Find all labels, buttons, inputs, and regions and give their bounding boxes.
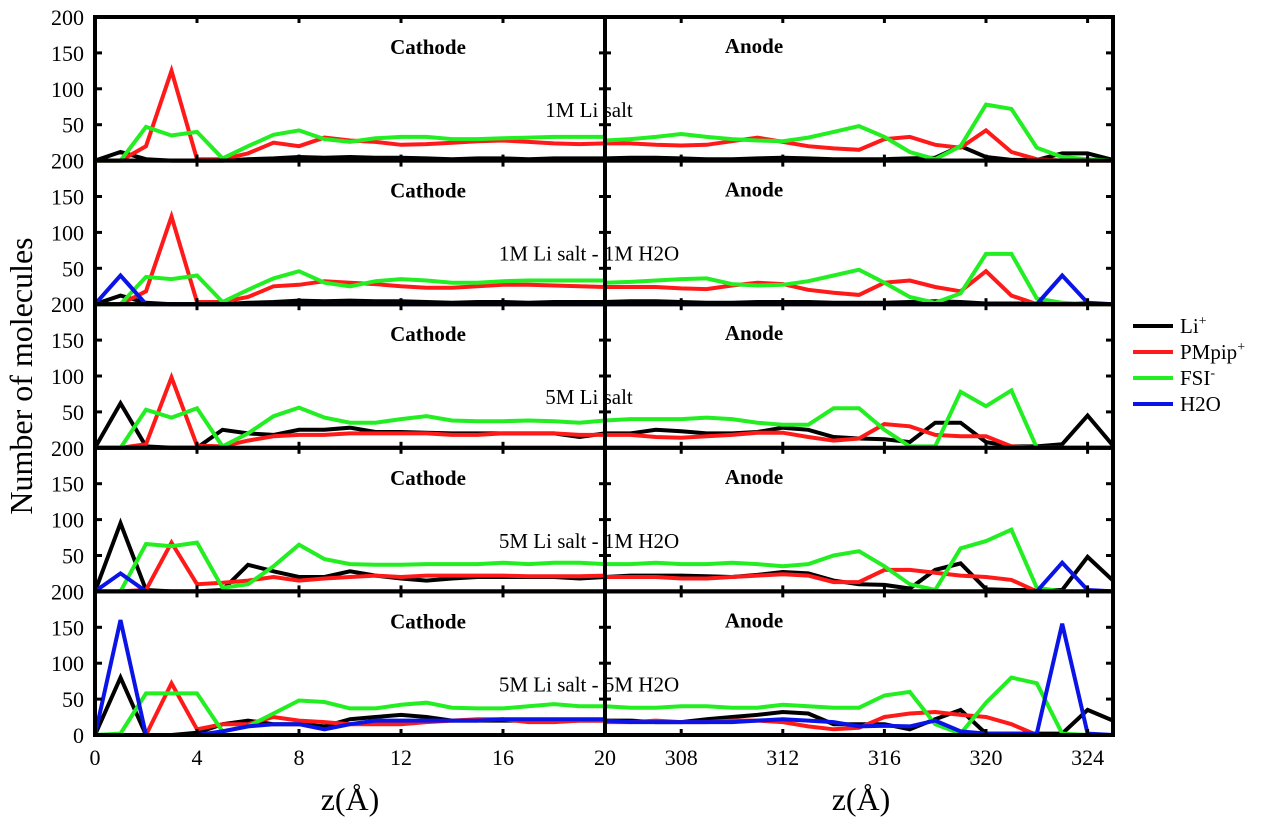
y-tick-label: 200 [51, 149, 84, 174]
y-tick-label: 100 [51, 220, 84, 245]
x-tick-label-left: 20 [594, 745, 616, 770]
series-line-pmpip-anode [605, 268, 1113, 307]
y-tick-label: 200 [51, 436, 84, 461]
y-tick-label: 200 [51, 292, 84, 317]
series-line-fsi-anode [604, 102, 1114, 163]
y-axis-title: Number of molecules [3, 237, 39, 514]
panel-title-cathode: Cathode [390, 609, 466, 633]
series-line-fsi-cathode [95, 540, 606, 594]
series-line-pmpip-cathode [95, 210, 606, 307]
y-tick-label: 150 [51, 472, 84, 497]
panel-title-cathode: Cathode [390, 466, 466, 490]
y-tick-label: 150 [51, 185, 84, 210]
panel-title-anode: Anode [725, 608, 783, 632]
y-tick-label: 100 [51, 651, 84, 676]
y-tick-label: 50 [62, 113, 84, 138]
series-line-pmpip-cathode [95, 371, 605, 450]
legend-label-superscript: + [1237, 340, 1245, 355]
x-tick-label-right: 316 [868, 745, 901, 770]
x-tick-label-left: 8 [294, 745, 305, 770]
x-tick-label-right: 308 [665, 745, 698, 770]
panel-3 [93, 371, 1115, 450]
x-tick-label-right: 324 [1071, 745, 1104, 770]
legend-label: FSI- [1180, 366, 1215, 390]
x-tick-label-left: 12 [390, 745, 412, 770]
series-line-fsi-anode [604, 387, 1113, 450]
series-line-pmpip-anode [605, 567, 1113, 594]
x-tick-label-right: 312 [766, 745, 799, 770]
panel-title-cathode: Cathode [390, 322, 466, 346]
series-line-fsi-cathode [95, 405, 606, 450]
y-tick-label: 200 [51, 5, 84, 30]
frame-layer [93, 15, 1115, 738]
panel-title-anode: Anode [725, 465, 783, 489]
panel-5 [93, 619, 1114, 737]
y-tick-label-zero: 0 [73, 723, 84, 748]
series-line-fsi-cathode [95, 124, 605, 163]
series-line-fsi-anode [604, 251, 1113, 307]
legend-label: Li+ [1180, 314, 1207, 338]
legend-label: H2O [1180, 392, 1221, 416]
y-tick-label: 150 [51, 328, 84, 353]
y-tick-label: 100 [51, 508, 84, 533]
panel-condition-label: 1M Li salt - 1M H2O [499, 242, 679, 266]
panel-title-cathode: Cathode [390, 35, 466, 59]
y-tick-label: 100 [51, 77, 84, 102]
series-line-li-cathode [93, 399, 606, 450]
series-line-fsi-anode [604, 675, 1113, 737]
y-tick-label: 50 [62, 256, 84, 281]
x-axis-title-left: z(Å) [321, 781, 380, 817]
x-axis-title-right: z(Å) [832, 781, 891, 817]
series-line-pmpip-cathode [95, 64, 606, 163]
y-tick-label: 50 [62, 687, 84, 712]
series-line-pmpip-anode [605, 127, 1113, 163]
series-line-pmpip-cathode [95, 538, 606, 594]
y-tick-label: 100 [51, 364, 84, 389]
panel-title-cathode: Cathode [390, 179, 466, 203]
legend-label-superscript: - [1210, 366, 1215, 381]
series-line-fsi-cathode [95, 269, 605, 307]
y-tick-label: 200 [51, 579, 84, 604]
y-tick-label: 50 [62, 400, 84, 425]
y-tick-label: 150 [51, 41, 84, 66]
panel-condition-label: 1M Li salt [545, 98, 633, 122]
panel-title-anode: Anode [725, 34, 783, 58]
series-line-fsi-anode [605, 527, 1113, 594]
x-tick-label-left: 4 [192, 745, 203, 770]
x-tick-label-left: 16 [492, 745, 514, 770]
legend-label: PMpip+ [1180, 340, 1245, 364]
y-tick-label: 150 [51, 615, 84, 640]
x-tick-label-right: 320 [970, 745, 1003, 770]
panel-condition-label: 5M Li salt [545, 385, 633, 409]
legend-label-superscript: + [1199, 314, 1207, 329]
series-line-h2o-anode [604, 623, 1114, 737]
panel-condition-label: 5M Li salt - 1M H2O [499, 529, 679, 553]
panel-title-anode: Anode [725, 321, 783, 345]
x-tick-label-left: 0 [90, 745, 101, 770]
y-tick-label: 50 [62, 544, 84, 569]
panel-title-anode: Anode [725, 178, 783, 202]
series-line-fsi-cathode [94, 691, 605, 737]
legend: Li+PMpip+FSI-H2O [1133, 314, 1245, 416]
panel-condition-label: 5M Li salt - 5M H2O [499, 672, 679, 696]
